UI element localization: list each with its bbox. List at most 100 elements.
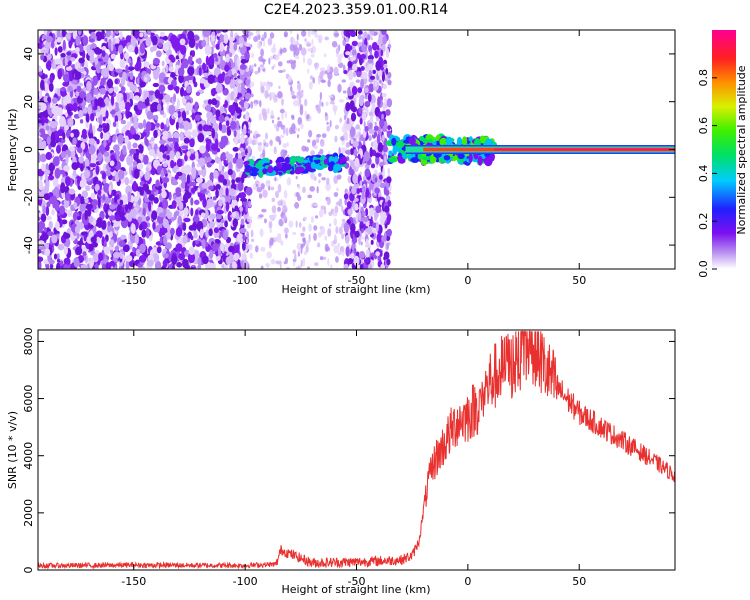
noise-speck (137, 263, 143, 268)
noise-speck (286, 177, 292, 186)
noise-speck (184, 95, 191, 100)
noise-speck (173, 194, 177, 200)
noise-speck (146, 110, 154, 120)
noise-speck (107, 221, 111, 227)
noise-speck (55, 221, 60, 231)
noise-speck (381, 113, 385, 121)
noise-speck (355, 79, 360, 83)
noise-speck (51, 103, 57, 115)
noise-speck (293, 261, 296, 267)
noise-speck (227, 210, 233, 222)
noise-speck (112, 121, 117, 127)
noise-speck (257, 41, 262, 49)
noise-speck (265, 179, 270, 188)
noise-speck (180, 63, 185, 70)
snr-panel: -150 -100 -50 0 50 0 2000 4000 6000 8000 Height … (6, 327, 676, 596)
noise-speck (104, 156, 111, 163)
noise-speck (191, 166, 197, 177)
noise-speck (241, 241, 246, 251)
noise-speck (293, 100, 299, 107)
noise-speck (169, 150, 175, 160)
noise-speck (318, 209, 324, 218)
noise-speck (330, 264, 333, 269)
noise-speck (94, 47, 101, 55)
noise-speck (320, 70, 326, 76)
noise-speck (324, 235, 328, 241)
noise-speck (321, 177, 326, 181)
noise-speck (251, 155, 256, 161)
noise-speck (237, 85, 242, 93)
noise-speck (75, 246, 83, 256)
noise-speck (300, 122, 304, 130)
noise-speck (98, 252, 103, 262)
noise-speck (123, 92, 128, 103)
noise-speck (63, 232, 67, 237)
noise-speck (138, 254, 147, 263)
noise-speck (178, 238, 182, 244)
noise-speck (293, 253, 297, 262)
noise-speck (218, 174, 225, 183)
noise-speck (96, 138, 100, 145)
noise-speck (237, 181, 244, 192)
noise-speck (129, 72, 134, 81)
noise-speck (376, 232, 382, 243)
spectrogram-x-tick-label: 0 (464, 274, 471, 287)
noise-speck (73, 168, 77, 177)
noise-speck (250, 101, 254, 109)
noise-speck (266, 93, 270, 98)
noise-speck (377, 142, 384, 153)
noise-speck (112, 252, 121, 259)
noise-speck (138, 170, 144, 177)
noise-speck (260, 182, 265, 190)
noise-speck (343, 114, 347, 121)
track-segment (391, 137, 397, 146)
track-segment (296, 157, 305, 164)
noise-speck (207, 156, 212, 162)
noise-speck (351, 63, 358, 72)
noise-speck (82, 49, 86, 60)
noise-speck (239, 206, 244, 212)
noise-speck (144, 76, 148, 82)
noise-speck (236, 243, 240, 253)
noise-speck (225, 152, 229, 158)
noise-speck (324, 36, 330, 41)
noise-speck (245, 260, 249, 269)
noise-speck (351, 186, 357, 195)
noise-speck (128, 179, 134, 185)
track-segment (468, 153, 473, 163)
spectrogram-y-tick-label: -40 (22, 236, 35, 254)
noise-speck (354, 148, 358, 156)
noise-speck (101, 172, 107, 180)
noise-speck (306, 114, 310, 120)
noise-speck (139, 32, 144, 38)
noise-speck (268, 220, 273, 229)
noise-speck (126, 121, 132, 129)
noise-speck (287, 75, 292, 83)
noise-speck (350, 138, 354, 145)
noise-speck (161, 177, 170, 184)
noise-speck (240, 151, 246, 157)
noise-speck (97, 197, 101, 209)
noise-speck (380, 49, 384, 57)
noise-speck (134, 63, 142, 72)
noise-speck (54, 167, 61, 179)
noise-speck (219, 42, 224, 52)
noise-speck (223, 33, 229, 44)
noise-speck (113, 86, 119, 93)
noise-speck (78, 91, 87, 99)
noise-speck (351, 40, 358, 47)
noise-speck (315, 139, 320, 144)
noise-speck (383, 63, 388, 69)
noise-speck (232, 218, 239, 228)
noise-speck (158, 151, 164, 163)
noise-speck (156, 246, 162, 254)
noise-speck (349, 45, 353, 51)
noise-speck (122, 144, 127, 156)
noise-speck (47, 175, 55, 181)
noise-speck (284, 233, 288, 239)
noise-speck (129, 233, 137, 244)
noise-speck (295, 266, 301, 269)
noise-speck (44, 74, 48, 79)
noise-speck (336, 174, 342, 180)
noise-speck (262, 149, 266, 158)
